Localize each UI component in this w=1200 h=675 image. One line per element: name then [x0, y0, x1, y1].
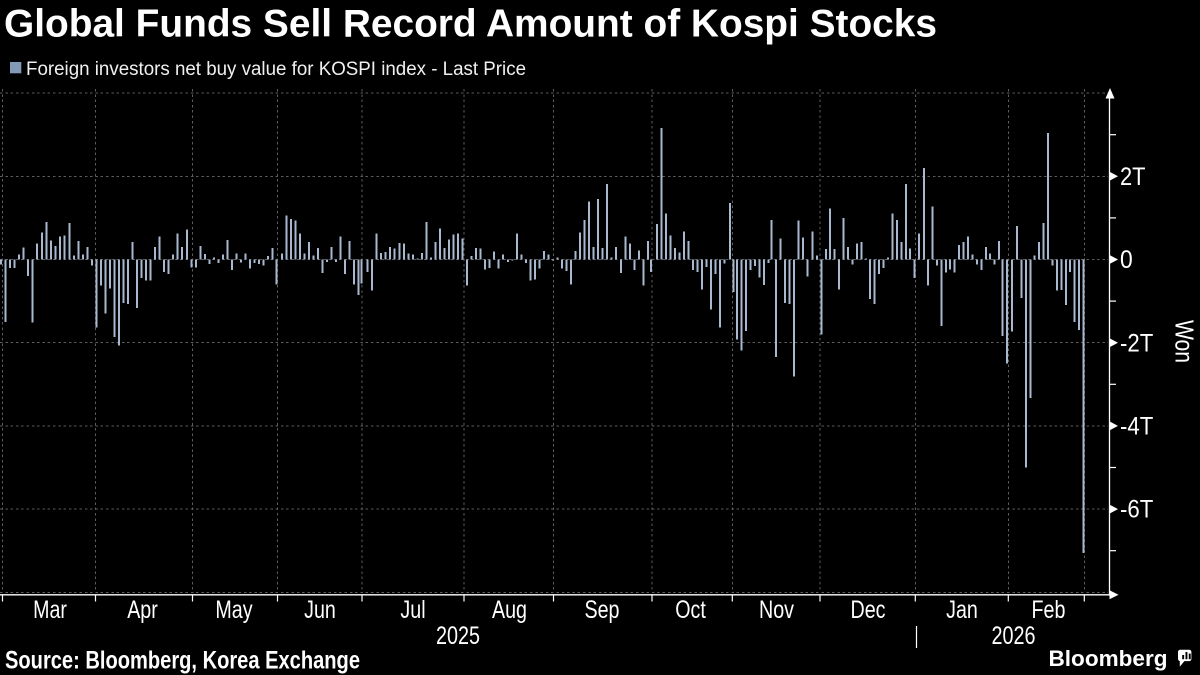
- svg-text:-6T: -6T: [1120, 496, 1153, 524]
- svg-text:Dec: Dec: [851, 596, 886, 624]
- svg-text:2025: 2025: [436, 622, 480, 650]
- svg-text:Aug: Aug: [492, 596, 527, 624]
- svg-text:Source: Bloomberg, Korea Excha: Source: Bloomberg, Korea Exchange: [5, 646, 360, 674]
- svg-text:Jan: Jan: [946, 596, 978, 624]
- svg-text:Sep: Sep: [585, 596, 620, 624]
- svg-text:Global Funds Sell Record Amoun: Global Funds Sell Record Amount of Kospi…: [4, 2, 937, 45]
- svg-text:2026: 2026: [992, 622, 1036, 650]
- svg-text:Oct: Oct: [675, 596, 706, 624]
- svg-text:Bloomberg: Bloomberg: [1049, 646, 1168, 671]
- svg-text:-2T: -2T: [1120, 329, 1153, 357]
- svg-text:Jul: Jul: [400, 596, 425, 624]
- svg-text:Won: Won: [1170, 320, 1200, 363]
- svg-text:Feb: Feb: [1032, 596, 1066, 624]
- svg-text:-4T: -4T: [1120, 413, 1153, 441]
- svg-text:Jun: Jun: [304, 596, 336, 624]
- svg-text:Nov: Nov: [759, 596, 794, 624]
- svg-text:0: 0: [1120, 246, 1133, 274]
- svg-text:May: May: [215, 596, 253, 624]
- svg-text:Mar: Mar: [33, 596, 67, 624]
- svg-text:2T: 2T: [1120, 163, 1146, 191]
- svg-text:Foreign investors net buy valu: Foreign investors net buy value for KOSP…: [26, 59, 526, 80]
- svg-text:Apr: Apr: [127, 596, 158, 624]
